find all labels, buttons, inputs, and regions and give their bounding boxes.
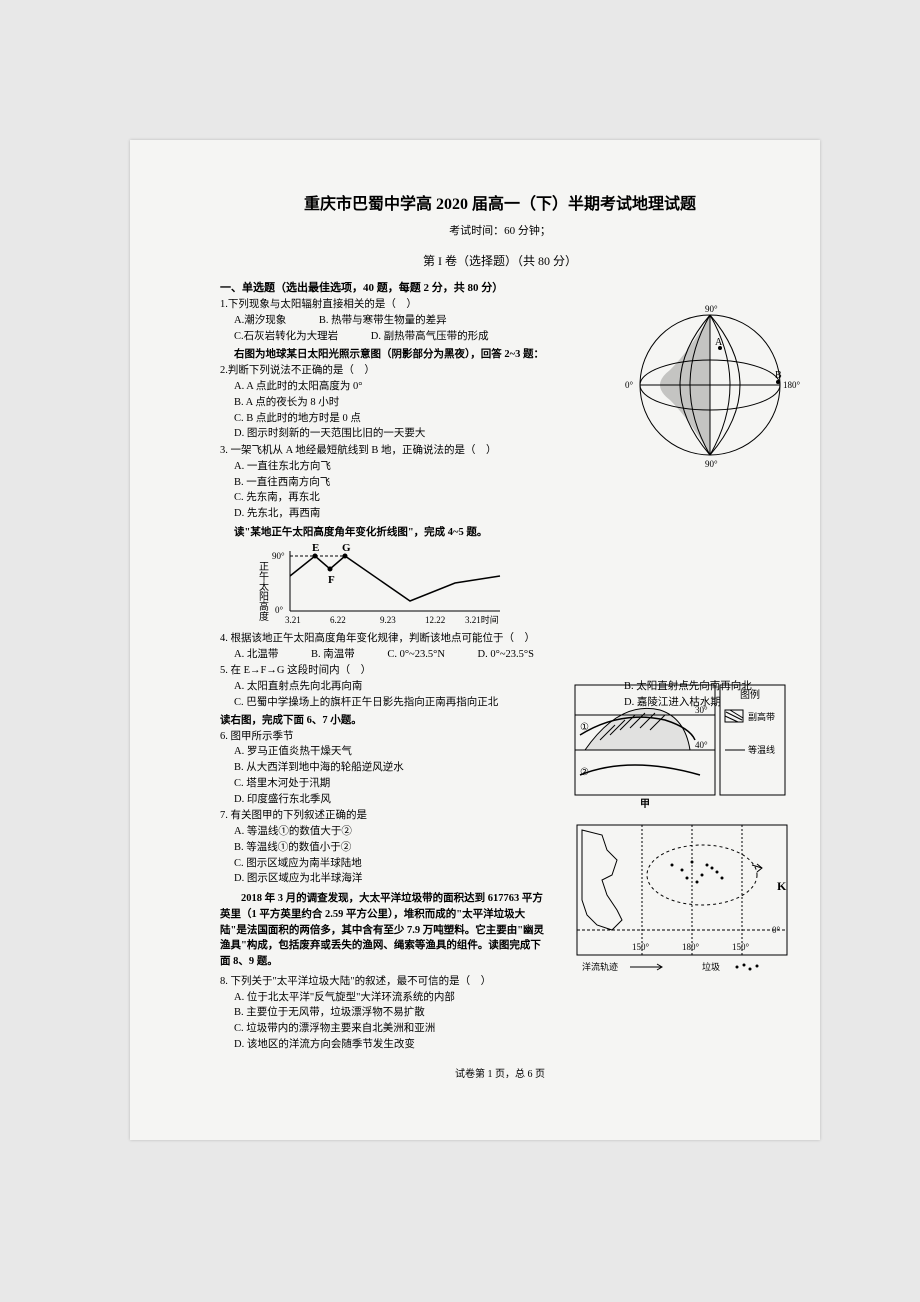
- globe-90t: 90°: [705, 304, 718, 314]
- q2-b: B. A 点的夜长为 8 小时: [234, 395, 580, 411]
- q3-d: D. 先东北，再西南: [234, 506, 580, 522]
- fig67-legend-title: 图例: [740, 688, 760, 701]
- note-q89: 2018 年 3 月的调查发现，大太平洋垃圾带的面积达到 617763 平方英里…: [220, 891, 550, 970]
- fig89-0: 0°: [772, 925, 781, 935]
- fig67-num1: ①: [580, 722, 589, 733]
- chart45-E: E: [312, 542, 319, 554]
- q4-a: A. 北温带: [234, 647, 278, 663]
- fig89-lon2: 150°: [732, 942, 750, 952]
- chart45-x2: 9.23: [380, 615, 396, 625]
- q2-d: D. 图示时刻新的一天范围比旧的一天要大: [234, 426, 580, 442]
- q7-b: B. 等温线①的数值小于②: [234, 840, 510, 856]
- chart45-x0: 3.21: [285, 615, 301, 625]
- globe-180: 180°: [783, 380, 800, 390]
- q3-c: C. 先东南，再东北: [234, 490, 580, 506]
- page-footer: 试卷第 1 页，总 6 页: [220, 1065, 780, 1080]
- q7-text: 7. 有关图甲的下列叙述正确的是: [220, 808, 510, 824]
- q3-a: A. 一直往东北方向飞: [234, 459, 580, 475]
- chart45-y90: 90°: [272, 551, 285, 561]
- q6: 6. 图甲所示季节 A. 罗马正值炎热干燥天气 B. 从大西洋到地中海的轮船逆风…: [220, 729, 510, 808]
- q8-text: 8. 下列关于"太平洋垃圾大陆"的叙述，最不可信的是（ ）: [220, 974, 580, 990]
- q2-a: A. A 点此时的太阳高度为 0°: [234, 379, 580, 395]
- chart45-x1: 6.22: [330, 615, 346, 625]
- q1-b: B. 热带与寒带生物量的差异: [319, 313, 447, 329]
- fig89-legend2: 垃圾: [702, 961, 720, 972]
- chart45-y0: 0°: [275, 605, 284, 615]
- globe-0: 0°: [625, 380, 634, 390]
- q2-text: 2.判断下列说法不正确的是（ ）: [220, 363, 580, 379]
- q6-c: C. 塔里木河处于汛期: [234, 776, 510, 792]
- page-title: 重庆市巴蜀中学高 2020 届高一（下）半期考试地理试题: [220, 190, 780, 214]
- q3: 3. 一架飞机从 A 地经最短航线到 B 地，正确说法的是（ ） A. 一直往东…: [220, 443, 580, 522]
- q1-a: A.潮汐现象: [234, 313, 286, 329]
- note-q45: 读"某地正午太阳高度角年变化折线图"，完成 4~5 题。: [220, 524, 780, 539]
- chart45-x4: 3.21时间: [465, 614, 499, 625]
- q6-b: B. 从大西洋到地中海的轮船逆风逆水: [234, 760, 510, 776]
- fig89: 0° 150° 180° 150° K 洋流轨迹 垃圾: [572, 820, 792, 980]
- globe-B: B: [775, 370, 782, 381]
- fig67-legend2: 等温线: [748, 744, 775, 755]
- q7-a: A. 等温线①的数值大于②: [234, 824, 510, 840]
- q8-a: A. 位于北太平洋"反气旋型"大洋环流系统的内部: [234, 990, 580, 1006]
- q4-b: B. 南温带: [311, 647, 355, 663]
- q6-a: A. 罗马正值炎热干燥天气: [234, 744, 510, 760]
- chart45-x3: 12.22: [425, 615, 445, 625]
- fig67-num2: ②: [580, 767, 589, 778]
- q7: 7. 有关图甲的下列叙述正确的是 A. 等温线①的数值大于② B. 等温线①的数…: [220, 808, 510, 887]
- q8-c: C. 垃圾带内的漂浮物主要来自北美洲和亚洲: [234, 1021, 580, 1037]
- chart-q45: 正午太阳高度 90° 0° E F G 3.21 6.22 9.23 12.22…: [250, 541, 510, 631]
- q6-text: 6. 图甲所示季节: [220, 729, 510, 745]
- exam-time: 考试时间：60 分钟；: [220, 222, 780, 238]
- q1-c: C.石灰岩转化为大理岩: [234, 329, 338, 345]
- q5-c: C. 巴蜀中学操场上的旗杆正午日影先指向正南再指向正北: [234, 695, 590, 711]
- q2-c: C. B 点此时的地方时是 0 点: [234, 411, 580, 427]
- q5-a: A. 太阳直射点先向北再向南: [234, 679, 590, 695]
- q4-c: C. 0°~23.5°N: [387, 647, 445, 663]
- q4-d: D. 0°~23.5°S: [478, 647, 534, 663]
- fig67-caption: 甲: [640, 798, 650, 810]
- fig89-lon0: 150°: [632, 942, 650, 952]
- q7-c: C. 图示区域应为南半球陆地: [234, 856, 510, 872]
- chart45-ylabel: 正午太阳高度: [257, 561, 269, 622]
- instruction: 一、单选题（选出最佳选项，40 题，每题 2 分，共 80 分）: [220, 279, 780, 295]
- q4-text: 4. 根据该地正午太阳高度角年变化规律，判断该地点可能位于（ ）: [220, 631, 780, 647]
- fig67-legend1: 副高带: [748, 711, 775, 722]
- q4: 4. 根据该地正午太阳高度角年变化规律，判断该地点可能位于（ ） A. 北温带 …: [220, 631, 780, 663]
- q8-b: B. 主要位于无风带，垃圾漂浮物不易扩散: [234, 1005, 580, 1021]
- q1-d: D. 副热带高气压带的形成: [371, 329, 489, 345]
- fig67: 图例 副高带 等温线 30° 40° ① ② 甲: [570, 680, 790, 810]
- exam-page: 重庆市巴蜀中学高 2020 届高一（下）半期考试地理试题 考试时间：60 分钟；…: [130, 140, 820, 1140]
- q3-b: B. 一直往西南方向飞: [234, 475, 580, 491]
- q8-d: D. 该地区的洋流方向会随季节发生改变: [234, 1037, 580, 1053]
- globe-figure: 90° 90° 0° 180° A B: [620, 300, 800, 470]
- fig67-lat40: 40°: [695, 740, 708, 750]
- globe-90b: 90°: [705, 459, 718, 469]
- q3-text: 3. 一架飞机从 A 地经最短航线到 B 地，正确说法的是（ ）: [220, 443, 580, 459]
- q5-text: 5. 在 E→F→G 这段时间内（ ）: [220, 663, 780, 679]
- q2: 2.判断下列说法不正确的是（ ） A. A 点此时的太阳高度为 0° B. A …: [220, 363, 580, 442]
- fig89-legend1: 洋流轨迹: [582, 961, 618, 972]
- q8: 8. 下列关于"太平洋垃圾大陆"的叙述，最不可信的是（ ） A. 位于北太平洋"…: [220, 974, 580, 1053]
- section-header: 第 I 卷（选择题）（共 80 分）: [220, 252, 780, 269]
- chart45-F: F: [328, 574, 335, 586]
- fig89-K: K: [777, 879, 787, 893]
- chart45-G: G: [342, 542, 351, 554]
- q6-d: D. 印度盛行东北季风: [234, 792, 510, 808]
- fig67-lat30: 30°: [695, 705, 708, 715]
- fig89-lon1: 180°: [682, 942, 700, 952]
- q7-d: D. 图示区域应为北半球海洋: [234, 871, 510, 887]
